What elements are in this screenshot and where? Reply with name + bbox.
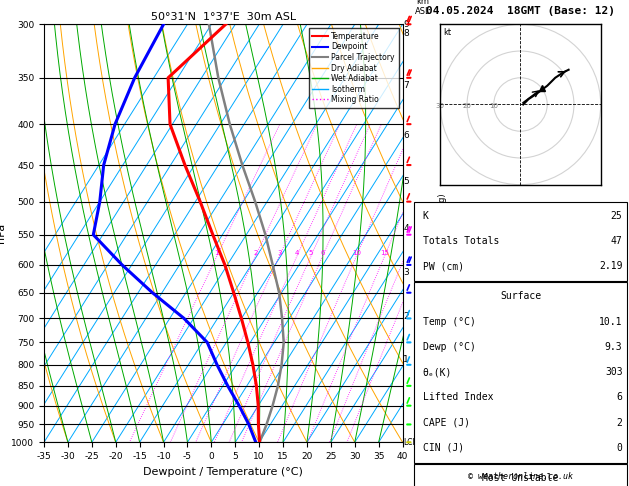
Text: Lifted Index: Lifted Index bbox=[423, 392, 493, 402]
Text: 04.05.2024  18GMT (Base: 12): 04.05.2024 18GMT (Base: 12) bbox=[426, 6, 615, 16]
Text: 4: 4 bbox=[403, 224, 409, 233]
Text: 25: 25 bbox=[611, 210, 623, 221]
Text: 3: 3 bbox=[403, 268, 409, 278]
Text: PW (cm): PW (cm) bbox=[423, 261, 464, 271]
Bar bbox=[414, 202, 627, 281]
Text: 10: 10 bbox=[489, 104, 498, 109]
Text: 47: 47 bbox=[611, 236, 623, 246]
Text: kt: kt bbox=[443, 28, 452, 36]
Text: K: K bbox=[423, 210, 429, 221]
Text: 2: 2 bbox=[403, 312, 409, 321]
Text: Totals Totals: Totals Totals bbox=[423, 236, 499, 246]
Text: 2: 2 bbox=[616, 417, 623, 428]
Text: CIN (J): CIN (J) bbox=[423, 443, 464, 453]
Text: 2.19: 2.19 bbox=[599, 261, 623, 271]
Legend: Temperature, Dewpoint, Parcel Trajectory, Dry Adiabat, Wet Adiabat, Isotherm, Mi: Temperature, Dewpoint, Parcel Trajectory… bbox=[308, 28, 399, 108]
Text: CAPE (J): CAPE (J) bbox=[423, 417, 470, 428]
Text: LCL: LCL bbox=[403, 438, 417, 447]
Bar bbox=[414, 464, 627, 486]
Text: θₑ(K): θₑ(K) bbox=[423, 367, 452, 377]
Text: 9.3: 9.3 bbox=[605, 342, 623, 352]
Text: km
ASL: km ASL bbox=[415, 0, 430, 16]
Text: 30: 30 bbox=[436, 104, 445, 109]
Text: 9: 9 bbox=[403, 20, 409, 29]
Title: 50°31'N  1°37'E  30m ASL: 50°31'N 1°37'E 30m ASL bbox=[151, 12, 296, 22]
Text: © weatheronline.co.uk: © weatheronline.co.uk bbox=[468, 472, 573, 481]
Text: 6: 6 bbox=[616, 392, 623, 402]
Text: 10.1: 10.1 bbox=[599, 316, 623, 327]
Bar bbox=[414, 282, 627, 463]
Text: Most Unstable: Most Unstable bbox=[482, 473, 559, 483]
Text: 0: 0 bbox=[616, 443, 623, 453]
X-axis label: Dewpoint / Temperature (°C): Dewpoint / Temperature (°C) bbox=[143, 467, 303, 477]
Text: 10: 10 bbox=[352, 250, 361, 256]
Text: Temp (°C): Temp (°C) bbox=[423, 316, 476, 327]
Text: 20: 20 bbox=[462, 104, 472, 109]
Text: 8: 8 bbox=[403, 29, 409, 38]
Text: Surface: Surface bbox=[500, 291, 541, 301]
Text: 2: 2 bbox=[253, 250, 258, 256]
Text: Mixing Ratio (g/kg): Mixing Ratio (g/kg) bbox=[438, 193, 447, 273]
Text: 15: 15 bbox=[380, 250, 389, 256]
Text: 7: 7 bbox=[403, 81, 409, 90]
Text: 5: 5 bbox=[309, 250, 313, 256]
Text: 6: 6 bbox=[320, 250, 325, 256]
Text: 1: 1 bbox=[214, 250, 219, 256]
Text: 303: 303 bbox=[605, 367, 623, 377]
Text: 3: 3 bbox=[277, 250, 282, 256]
Y-axis label: hPa: hPa bbox=[0, 223, 6, 243]
Text: 5: 5 bbox=[403, 177, 409, 186]
Text: 1: 1 bbox=[403, 355, 409, 364]
Text: 4: 4 bbox=[295, 250, 299, 256]
Text: 6: 6 bbox=[403, 131, 409, 140]
Text: Dewp (°C): Dewp (°C) bbox=[423, 342, 476, 352]
